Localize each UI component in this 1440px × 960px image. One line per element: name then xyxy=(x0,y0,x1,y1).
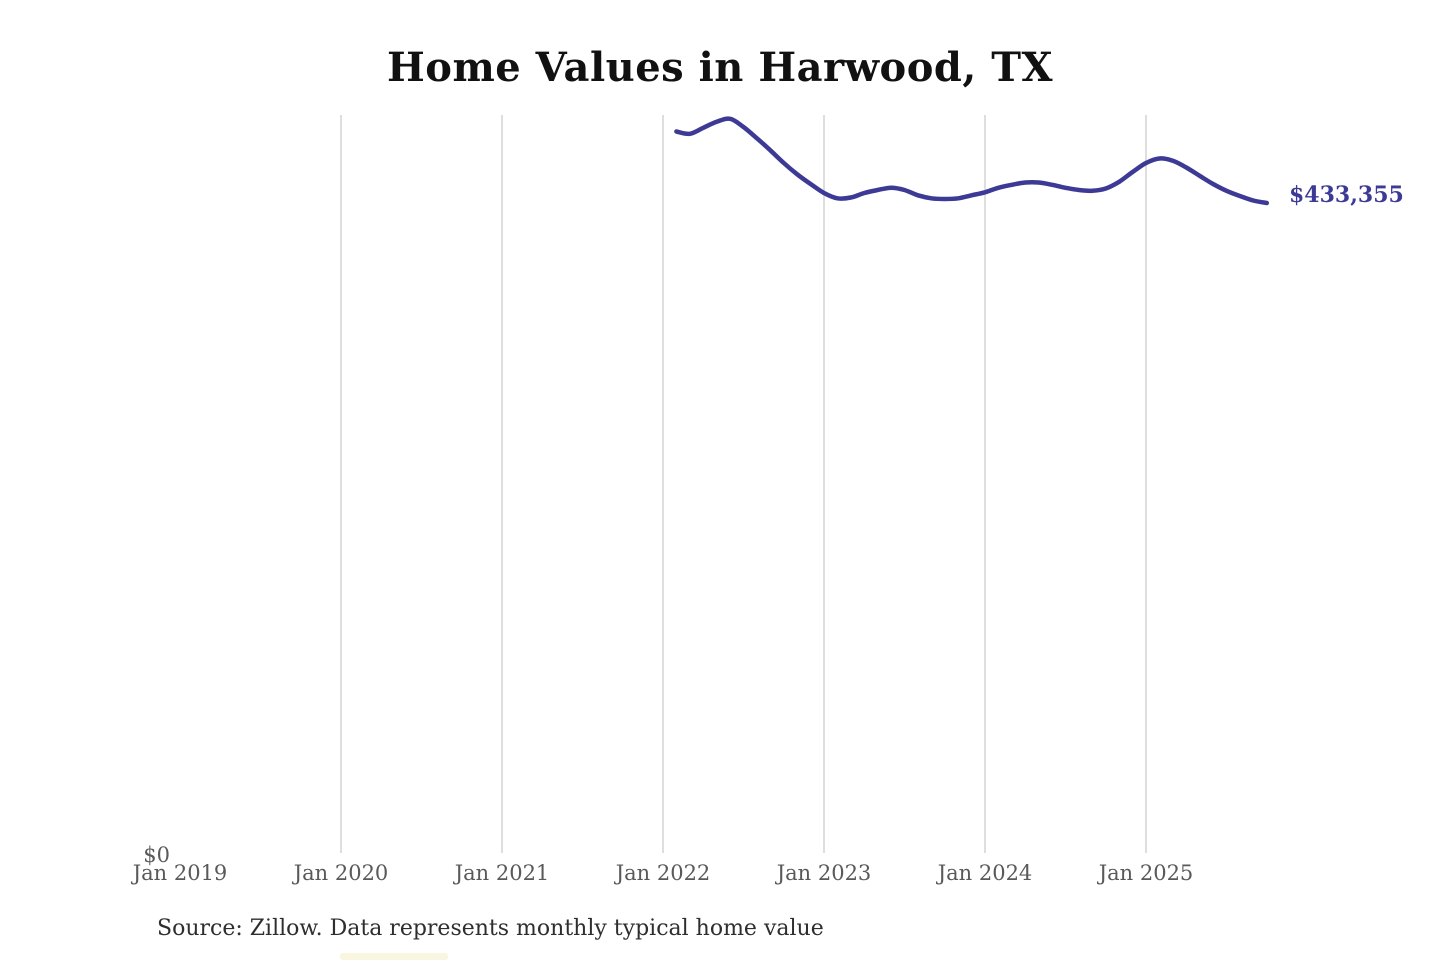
x-tick-label-2020: Jan 2020 xyxy=(292,861,389,885)
chart-title: Home Values in Harwood, TX xyxy=(386,44,1054,91)
home-value-line xyxy=(674,116,1270,206)
line-end-value-label: $433,355 xyxy=(1289,182,1404,208)
x-tick-label-2024: Jan 2024 xyxy=(936,861,1033,885)
x-tick-label-2025: Jan 2025 xyxy=(1097,861,1194,885)
x-tick-label-2023: Jan 2023 xyxy=(775,861,872,885)
y-tick-label-zero: $0 xyxy=(143,843,170,867)
watermark-smudge xyxy=(340,953,448,960)
x-tick-label-2022: Jan 2022 xyxy=(614,861,711,885)
x-tick-label-2021: Jan 2021 xyxy=(453,861,550,885)
source-note: Source: Zillow. Data represents monthly … xyxy=(157,916,824,941)
x-tick-label-2019: Jan 2019 xyxy=(131,861,228,885)
